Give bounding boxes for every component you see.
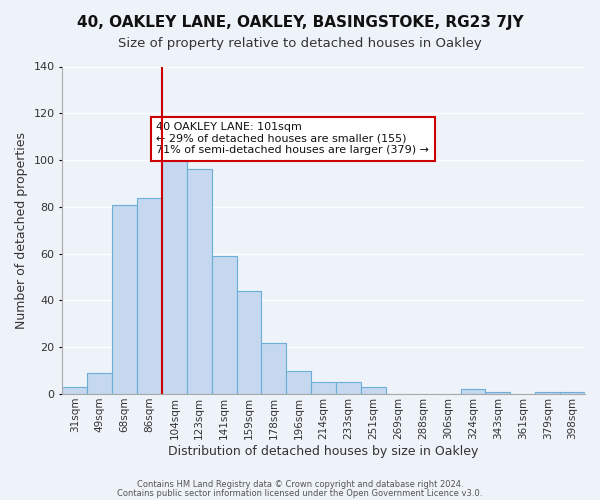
X-axis label: Distribution of detached houses by size in Oakley: Distribution of detached houses by size …	[169, 444, 479, 458]
Bar	[560, 392, 585, 394]
Bar	[461, 390, 485, 394]
Bar	[162, 125, 187, 394]
Bar	[212, 256, 236, 394]
Y-axis label: Number of detached properties: Number of detached properties	[15, 132, 28, 329]
Bar	[187, 170, 212, 394]
Bar	[236, 291, 262, 394]
Bar	[262, 342, 286, 394]
Bar	[535, 392, 560, 394]
Text: Contains HM Land Registry data © Crown copyright and database right 2024.: Contains HM Land Registry data © Crown c…	[137, 480, 463, 489]
Bar	[485, 392, 511, 394]
Bar	[361, 387, 386, 394]
Bar	[112, 204, 137, 394]
Text: Contains public sector information licensed under the Open Government Licence v3: Contains public sector information licen…	[118, 489, 482, 498]
Bar	[87, 373, 112, 394]
Text: 40 OAKLEY LANE: 101sqm
← 29% of detached houses are smaller (155)
71% of semi-de: 40 OAKLEY LANE: 101sqm ← 29% of detached…	[157, 122, 430, 156]
Bar	[286, 370, 311, 394]
Bar	[137, 198, 162, 394]
Bar	[311, 382, 336, 394]
Bar	[336, 382, 361, 394]
Text: 40, OAKLEY LANE, OAKLEY, BASINGSTOKE, RG23 7JY: 40, OAKLEY LANE, OAKLEY, BASINGSTOKE, RG…	[77, 15, 523, 30]
Bar	[62, 387, 87, 394]
Text: Size of property relative to detached houses in Oakley: Size of property relative to detached ho…	[118, 38, 482, 51]
